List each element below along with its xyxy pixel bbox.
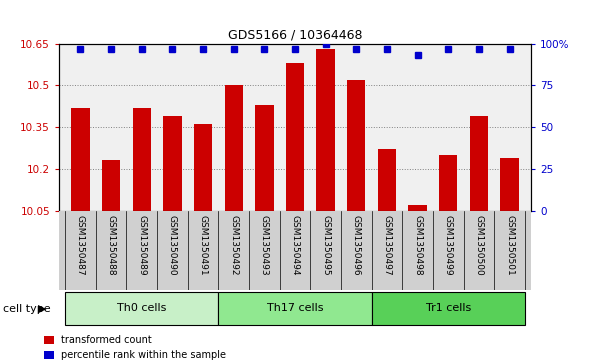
Bar: [163, 116, 182, 211]
Bar: [71, 107, 90, 211]
Text: GSM1350497: GSM1350497: [382, 215, 391, 275]
Bar: [225, 85, 243, 211]
Bar: [439, 155, 457, 211]
Text: Th17 cells: Th17 cells: [267, 303, 323, 313]
Text: GSM1350491: GSM1350491: [199, 215, 208, 275]
Text: GSM1350500: GSM1350500: [474, 215, 483, 275]
Text: GSM1350490: GSM1350490: [168, 215, 177, 275]
Text: GSM1350498: GSM1350498: [413, 215, 422, 275]
Bar: [372, 292, 525, 325]
Bar: [133, 107, 151, 211]
Text: GSM1350499: GSM1350499: [444, 215, 453, 275]
Bar: [218, 292, 372, 325]
Text: cell type: cell type: [3, 303, 51, 314]
Bar: [65, 292, 218, 325]
Text: GSM1350496: GSM1350496: [352, 215, 361, 275]
Text: GSM1350488: GSM1350488: [107, 215, 116, 275]
Bar: [194, 124, 212, 211]
Bar: [286, 63, 304, 211]
Bar: [316, 49, 335, 211]
Text: Tr1 cells: Tr1 cells: [425, 303, 471, 313]
Text: GSM1350494: GSM1350494: [290, 215, 300, 275]
Bar: [102, 160, 120, 211]
Bar: [347, 80, 365, 211]
Text: ▶: ▶: [38, 303, 47, 314]
Bar: [500, 158, 519, 211]
Text: GSM1350501: GSM1350501: [505, 215, 514, 275]
Title: GDS5166 / 10364468: GDS5166 / 10364468: [228, 28, 362, 41]
Bar: [378, 149, 396, 211]
Bar: [255, 105, 274, 211]
Text: Th0 cells: Th0 cells: [117, 303, 166, 313]
Text: GSM1350489: GSM1350489: [137, 215, 146, 275]
Text: GSM1350493: GSM1350493: [260, 215, 269, 275]
Legend: transformed count, percentile rank within the sample: transformed count, percentile rank withi…: [40, 331, 230, 363]
Bar: [470, 116, 488, 211]
Text: GSM1350492: GSM1350492: [229, 215, 238, 275]
Bar: [408, 205, 427, 211]
Text: GSM1350495: GSM1350495: [321, 215, 330, 275]
Text: GSM1350487: GSM1350487: [76, 215, 85, 275]
